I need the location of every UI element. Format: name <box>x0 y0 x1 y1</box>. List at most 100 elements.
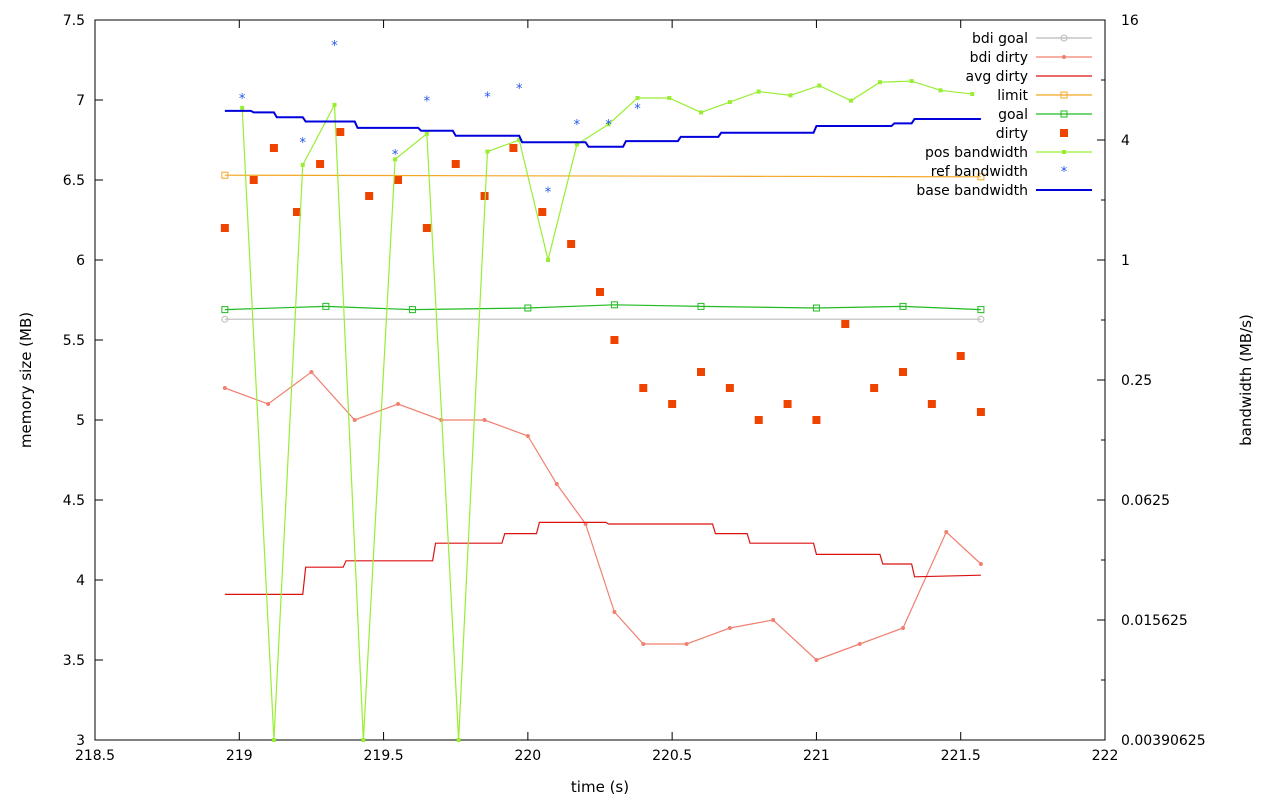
legend-item-limit: limit <box>997 88 1092 104</box>
data-point <box>812 416 821 424</box>
legend-item-bdi-dirty: bdi dirty <box>970 50 1092 66</box>
x-tick-label: 219 <box>226 748 253 764</box>
data-point <box>938 88 943 93</box>
data-point <box>978 562 983 566</box>
data-point <box>610 336 619 344</box>
data-point <box>1060 129 1068 137</box>
data-point <box>293 208 301 216</box>
y-tick-label: 6.5 <box>63 173 85 189</box>
data-point: * <box>392 148 399 163</box>
series-limit <box>221 171 985 181</box>
data-point <box>788 93 793 98</box>
data-point <box>221 171 229 179</box>
data-point <box>699 110 703 115</box>
data-point <box>899 368 907 376</box>
data-point: * <box>331 39 338 54</box>
data-point <box>927 400 936 408</box>
data-point <box>517 138 522 142</box>
data-point <box>956 352 965 360</box>
legend-label: base bandwidth <box>916 183 1028 199</box>
data-point <box>857 642 862 646</box>
y2-tick-label: 0.25 <box>1121 373 1152 389</box>
data-point <box>771 618 776 622</box>
data-point <box>944 530 949 534</box>
data-point <box>424 131 429 136</box>
series-layer: * * * * * * * * * * * <box>220 39 985 742</box>
legend-label: bdi dirty <box>970 50 1028 66</box>
y-tick-label: 7.5 <box>63 13 85 29</box>
legend-label: goal <box>998 107 1028 123</box>
data-point <box>509 144 518 152</box>
data-point <box>817 83 822 88</box>
data-point <box>309 370 314 374</box>
legend-item-dirty: dirty <box>996 126 1068 142</box>
x-tick-label: 222 <box>1092 748 1119 764</box>
data-point <box>977 306 985 314</box>
y-tick-label: 3 <box>76 733 85 749</box>
data-point <box>641 642 646 646</box>
y2-axis-title: bandwidth (MB/s) <box>1237 314 1255 446</box>
data-point <box>754 416 763 424</box>
data-point <box>485 149 490 154</box>
data-point <box>322 302 330 310</box>
data-point <box>525 434 530 438</box>
data-point <box>606 122 611 127</box>
data-point <box>336 128 345 136</box>
data-point <box>365 192 374 200</box>
y2-tick-label: 0.0625 <box>1121 493 1170 509</box>
y-axis-title: memory size (MB) <box>17 312 35 448</box>
data-point <box>849 98 854 103</box>
data-point <box>480 192 489 200</box>
data-point <box>221 315 229 323</box>
data-point: * <box>1061 165 1068 180</box>
data-point <box>725 384 734 392</box>
data-point <box>524 304 532 312</box>
data-point <box>727 626 732 630</box>
data-point <box>870 384 879 392</box>
y-tick-label: 7 <box>76 93 85 109</box>
data-point <box>756 89 761 94</box>
series-line <box>224 521 981 596</box>
plot-frame <box>94 19 1106 741</box>
data-point <box>877 80 882 85</box>
series-bdi-goal <box>221 315 985 323</box>
data-point <box>300 162 305 167</box>
y-tick-label: 4.5 <box>63 493 85 509</box>
data-point <box>1060 34 1068 42</box>
data-point <box>240 105 245 110</box>
legend-label: bdi goal <box>972 31 1028 47</box>
data-point <box>596 288 604 296</box>
data-point <box>1062 150 1066 154</box>
data-point <box>812 304 820 312</box>
series-pos-bandwidth <box>240 79 975 742</box>
data-point <box>612 610 617 614</box>
data-point <box>668 400 677 408</box>
data-point <box>396 402 400 406</box>
legend-item-pos-bandwidth: pos bandwidth <box>925 145 1092 161</box>
x-tick-label: 220.5 <box>652 748 692 764</box>
series-goal <box>221 301 985 314</box>
y-tick-label: 5.5 <box>63 333 85 349</box>
data-point <box>977 173 985 181</box>
series-bdi-dirty <box>222 370 983 662</box>
data-point <box>221 306 229 314</box>
data-point <box>1062 55 1066 59</box>
legend-item-ref-bandwidth: ref bandwidth * <box>931 164 1068 180</box>
series-line <box>224 174 981 178</box>
series-ref-bandwidth: * * * * * * * * * * * <box>239 39 641 201</box>
data-point <box>976 408 985 416</box>
data-point <box>271 738 276 742</box>
data-point <box>899 302 907 310</box>
legend-label: limit <box>997 88 1028 104</box>
data-point <box>684 642 689 646</box>
y-tick-label: 3.5 <box>63 653 85 669</box>
y-tick-label: 5 <box>76 413 85 429</box>
data-point <box>269 144 278 152</box>
legend-item-avg-dirty: avg dirty <box>965 69 1092 85</box>
y2-tick-label: 1 <box>1121 253 1130 269</box>
y2-tick-label: 4 <box>1121 133 1130 149</box>
legend-label: avg dirty <box>965 69 1028 85</box>
data-point <box>222 386 227 390</box>
data-point <box>554 482 559 486</box>
data-point <box>814 658 819 662</box>
